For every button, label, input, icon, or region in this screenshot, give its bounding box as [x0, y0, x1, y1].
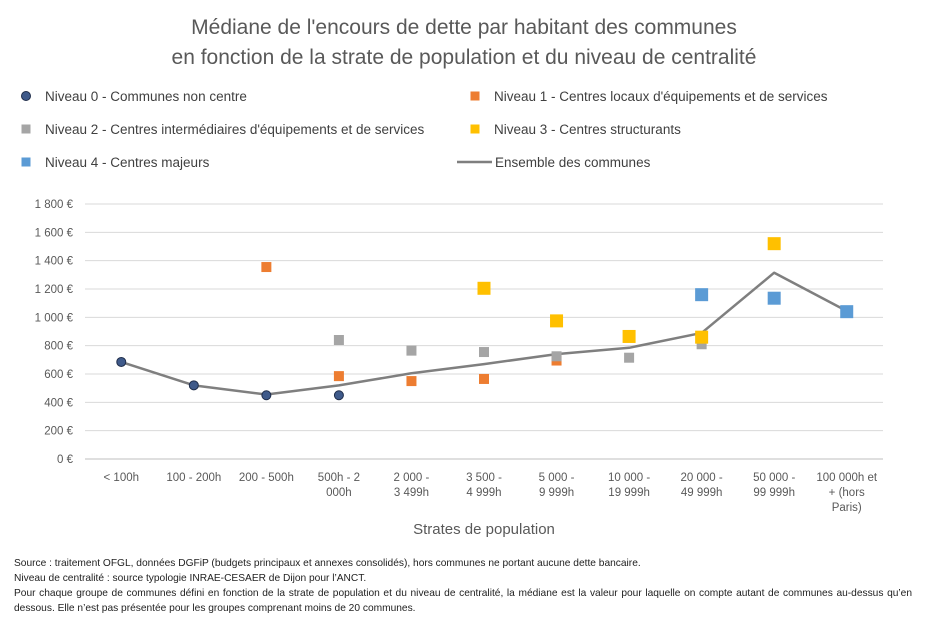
x-tick-label-line: 50 000 - [753, 472, 795, 484]
footnotes: Source : traitement OFGL, données DGFiP … [14, 556, 912, 616]
legend-label: Niveau 1 - Centres locaux d'équipements … [494, 89, 828, 104]
x-tick-label: 500h - 2 000h [318, 472, 360, 499]
x-tick-label-line: 10 000 - [608, 472, 650, 484]
x-tick-label: 3 500 - 4 999h [466, 472, 502, 499]
legend-label: Niveau 4 - Centres majeurs [45, 155, 210, 170]
plot-area [116, 237, 854, 401]
data-point-niveau-4 [695, 288, 709, 302]
y-axis-ticks: 0 € 200 € 400 € 600 € 800 € 1 000 € 1 200 € 1 4… [35, 199, 74, 466]
data-point-niveau-1 [406, 376, 417, 387]
chart-title-line-2: en fonction de la strate de population e… [172, 46, 757, 69]
x-tick-label-line: 2 000 - [394, 472, 430, 484]
y-tick-label: 600 € [44, 369, 73, 381]
x-tick-label-line: 3 500 - [466, 472, 502, 484]
data-point-niveau-3 [695, 330, 709, 344]
chart-title-line-1: Médiane de l'encours de dette par habita… [191, 16, 737, 39]
x-tick-label: 50 000 - 99 999h [753, 472, 795, 499]
x-tick-label: 10 000 - 19 999h [608, 472, 650, 499]
data-point-niveau-4 [767, 291, 781, 305]
x-tick-label-line: 500h - 2 [318, 472, 360, 484]
data-point-niveau-1 [333, 371, 344, 382]
data-point-niveau-2 [333, 335, 344, 345]
x-tick-label-line: 4 999h [466, 487, 501, 499]
legend-label: Niveau 2 - Centres intermédiaires d'équi… [45, 122, 425, 137]
footnote-centrality: Niveau de centralité : source typologie … [14, 573, 367, 584]
data-point-niveau-3 [767, 237, 781, 251]
x-tick-label-line: 99 999h [753, 487, 795, 499]
footnote-source: Source : traitement OFGL, données DGFiP … [14, 558, 641, 569]
x-axis-title: Strates de population [413, 521, 555, 538]
x-tick-label: < 100h [104, 472, 140, 484]
data-point-niveau-2 [624, 352, 635, 363]
data-point-niveau-0 [261, 390, 272, 401]
x-tick-label-line: 19 999h [608, 487, 650, 499]
data-point-niveau-0 [116, 356, 127, 367]
y-tick-label: 1 000 € [35, 312, 74, 324]
y-tick-label: 0 € [57, 454, 74, 466]
x-tick-label-line: 100 000h et [816, 472, 878, 484]
legend-marker-square [21, 124, 31, 134]
data-point-niveau-4 [840, 305, 854, 319]
y-tick-label: 800 € [44, 341, 73, 353]
legend: Niveau 0 - Communes non centre Niveau 1 -… [21, 89, 828, 170]
data-point-niveau-2 [479, 347, 489, 358]
legend-marker-square [470, 91, 480, 101]
data-point-niveau-1 [479, 373, 489, 384]
x-tick-label-line: 3 499h [394, 487, 429, 499]
x-tick-label: 100 - 200h [166, 472, 221, 484]
y-tick-label: 1 400 € [35, 256, 74, 268]
x-tick-label: 200 - 500h [239, 472, 294, 484]
x-tick-label-line: Paris) [832, 502, 862, 514]
data-point-niveau-2 [551, 351, 562, 362]
x-tick-label: 2 000 - 3 499h [394, 472, 430, 499]
data-point-niveau-0 [188, 380, 199, 391]
data-point-niveau-2 [406, 345, 417, 356]
x-tick-label-line: 49 999h [681, 487, 723, 499]
data-point-niveau-3 [477, 281, 491, 295]
y-tick-label: 1 600 € [35, 227, 74, 239]
legend-marker-square [21, 157, 31, 167]
legend-label: Ensemble des communes [495, 155, 651, 170]
legend-marker-circle [21, 91, 31, 101]
y-tick-label: 400 € [44, 397, 73, 409]
chart: Médiane de l'encours de dette par habita… [21, 16, 883, 538]
x-tick-label-line: 100 - 200h [166, 472, 221, 484]
gridlines [85, 203, 883, 460]
x-tick-label-line: 20 000 - [681, 472, 723, 484]
x-tick-label-line: 9 999h [539, 487, 574, 499]
x-tick-label: 20 000 - 49 999h [681, 472, 723, 499]
footnote-median-definition: Pour chaque groupe de communes défini en… [14, 588, 912, 614]
legend-label: Niveau 3 - Centres structurants [494, 122, 681, 137]
data-point-niveau-3 [622, 329, 636, 343]
x-tick-label: 5 000 - 9 999h [539, 472, 575, 499]
legend-marker-square [470, 124, 480, 134]
x-tick-label-line: 000h [326, 487, 352, 499]
x-axis-ticks: < 100h 100 - 200h 200 - 500h 500h - 2 000h 2 … [104, 472, 878, 514]
y-tick-label: 1 200 € [35, 284, 74, 296]
legend-label: Niveau 0 - Communes non centre [45, 89, 247, 104]
x-tick-label-line: + (hors [829, 487, 865, 499]
x-tick-label-line: < 100h [104, 472, 140, 484]
data-point-niveau-2 [696, 339, 707, 350]
series-line-ensemble [120, 271, 848, 396]
data-point-niveau-3 [550, 314, 564, 328]
x-tick-label: 100 000h et + (hors Paris) [816, 472, 878, 514]
data-point-niveau-1 [261, 262, 272, 273]
y-tick-label: 1 800 € [35, 199, 74, 211]
y-tick-label: 200 € [44, 426, 73, 438]
data-point-niveau-0 [333, 390, 344, 401]
x-tick-label-line: 200 - 500h [239, 472, 294, 484]
x-tick-label-line: 5 000 - [539, 472, 575, 484]
